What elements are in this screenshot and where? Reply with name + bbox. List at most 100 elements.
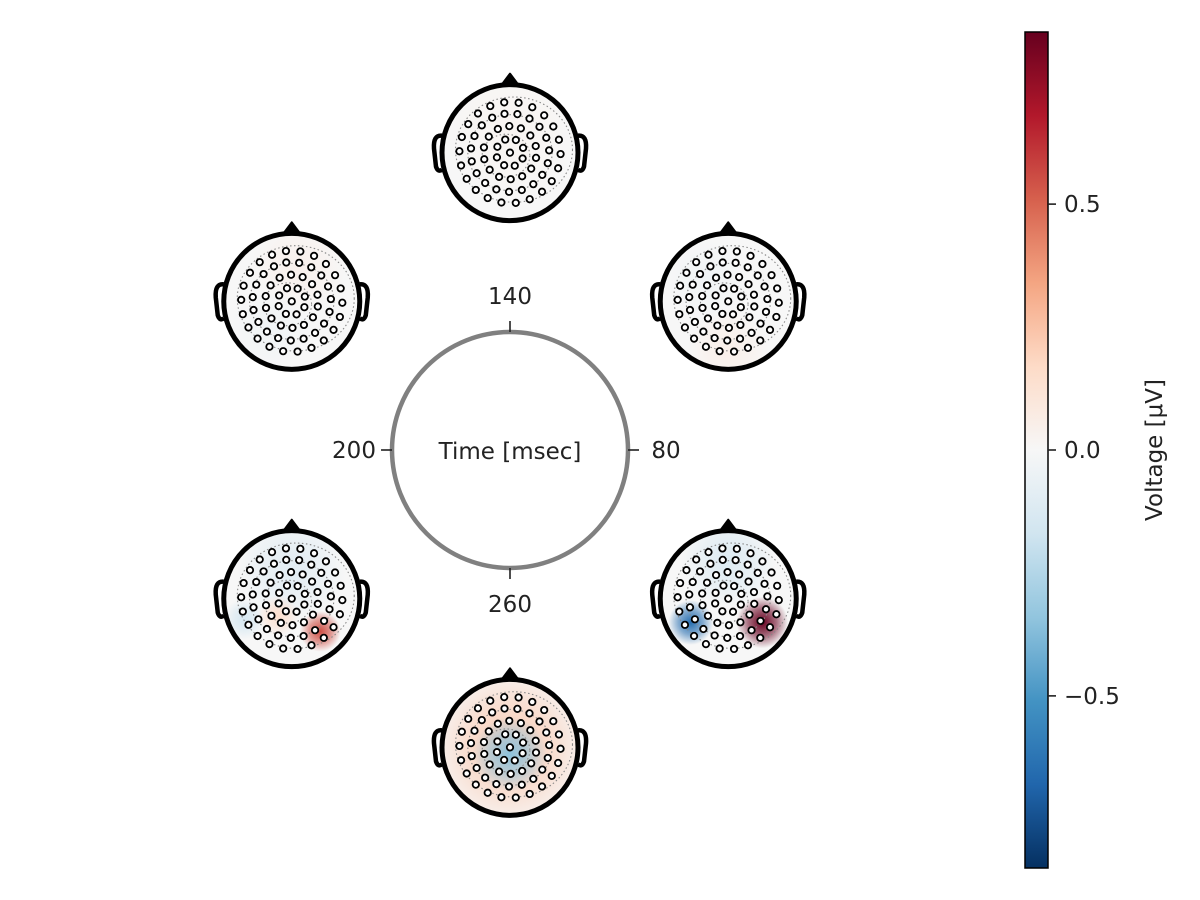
- ear-outline: [213, 579, 226, 619]
- electrode-marker: [300, 303, 309, 312]
- electrode-marker: [485, 760, 494, 769]
- electrode-marker: [698, 303, 707, 313]
- electrode-marker: [261, 303, 271, 313]
- electrode-marker: [516, 124, 525, 133]
- electrode-marker: [685, 305, 695, 315]
- electrode-marker: [525, 114, 534, 123]
- ear-outline: [431, 728, 444, 768]
- contour-line: [673, 542, 792, 649]
- electrode-marker: [325, 307, 334, 316]
- electrode-marker: [713, 618, 722, 628]
- electrode-marker: [259, 567, 268, 576]
- electrode-marker: [282, 258, 291, 267]
- electrode-marker: [767, 568, 776, 577]
- electrode-marker: [556, 744, 565, 753]
- electrode-marker: [293, 644, 302, 654]
- ear-outline: [213, 282, 226, 322]
- electrode-marker: [470, 131, 479, 141]
- electrode-marker: [286, 336, 295, 345]
- electrode-marker: [265, 342, 274, 351]
- electrode-marker: [313, 290, 322, 299]
- electrode-marker: [504, 187, 514, 196]
- electrode-marker: [279, 347, 288, 356]
- electrode-marker: [718, 309, 727, 319]
- electrode-marker: [274, 631, 283, 640]
- electrode-marker: [689, 631, 699, 641]
- electrode-marker: [245, 268, 255, 277]
- potential-field: [442, 84, 578, 201]
- electrode-marker: [481, 178, 490, 188]
- electrode-marker: [527, 759, 536, 768]
- electrode-marker: [479, 143, 489, 152]
- head-outline: [439, 676, 581, 818]
- electrode-marker: [455, 741, 464, 751]
- electrode-marker: [673, 295, 682, 305]
- electrode-marker: [529, 180, 538, 189]
- electrode-marker: [698, 292, 707, 301]
- electrode-marker: [774, 298, 783, 307]
- colorbar-tick-label: 0.0: [1064, 438, 1101, 464]
- ear-outline: [576, 728, 589, 768]
- electrode-marker: [254, 615, 263, 624]
- electrode-marker: [715, 347, 724, 356]
- electrode-marker: [736, 618, 745, 627]
- ring-tick-label-140: 140: [488, 284, 532, 310]
- electrode-marker: [307, 560, 316, 569]
- electrode-marker: [542, 133, 551, 142]
- electrode-marker: [464, 714, 473, 723]
- contour-line: [481, 728, 531, 773]
- electrode-marker: [510, 756, 519, 765]
- electrode-marker: [282, 581, 292, 590]
- topoplot-head: [431, 72, 589, 224]
- electrode-marker: [338, 595, 347, 605]
- electrode-marker: [323, 282, 333, 291]
- electrode-marker: [501, 135, 510, 144]
- electrode-marker: [462, 769, 471, 778]
- electrode-marker: [728, 310, 738, 319]
- electrode-marker: [299, 631, 308, 641]
- electrode-marker: [729, 347, 739, 356]
- electrode-marker: [744, 280, 753, 289]
- electrode-marker: [554, 164, 563, 173]
- electrode-marker: [488, 113, 497, 122]
- electrode-marker: [466, 144, 476, 153]
- electrode-marker: [688, 280, 697, 289]
- electrode-marker: [319, 336, 328, 345]
- electrode-marker: [483, 193, 492, 203]
- electrode-marker: [675, 310, 684, 319]
- electrode-marker: [735, 272, 744, 282]
- electrode-marker: [517, 780, 526, 789]
- electrode-marker: [511, 198, 520, 207]
- electrode-marker: [477, 715, 486, 725]
- electrode-marker: [329, 325, 338, 334]
- electrode-marker: [495, 172, 504, 181]
- electrode-marker: [492, 780, 501, 789]
- electrode-marker: [300, 600, 309, 609]
- electrode-marker: [774, 595, 783, 605]
- electrode-marker: [464, 120, 473, 129]
- electrode-marker: [554, 730, 564, 739]
- electrode-marker: [711, 570, 721, 580]
- ring-ticks: 140 80 260 200: [332, 284, 681, 618]
- electrode-marker: [537, 187, 547, 196]
- electrode-marker: [540, 705, 549, 715]
- electrode-marker: [760, 282, 769, 291]
- electrode-marker: [518, 766, 527, 776]
- electrode-marker: [286, 633, 295, 642]
- electrode-marker: [531, 141, 540, 151]
- electrode-marker: [730, 284, 739, 293]
- electrode-marker: [484, 132, 493, 141]
- contour-line: [249, 560, 335, 638]
- electrode-marker: [281, 309, 290, 319]
- topoplot-head: [213, 518, 371, 670]
- electrode-marker: [756, 633, 765, 642]
- electrode-marker: [293, 581, 302, 591]
- electrode-marker: [480, 749, 489, 759]
- electrode-marker: [750, 302, 759, 311]
- electrode-marker: [710, 333, 719, 343]
- ring-tick-label-80: 80: [651, 438, 680, 464]
- electrode-marker: [319, 319, 329, 328]
- electrode-marker: [255, 258, 264, 267]
- electrode-marker: [723, 336, 732, 345]
